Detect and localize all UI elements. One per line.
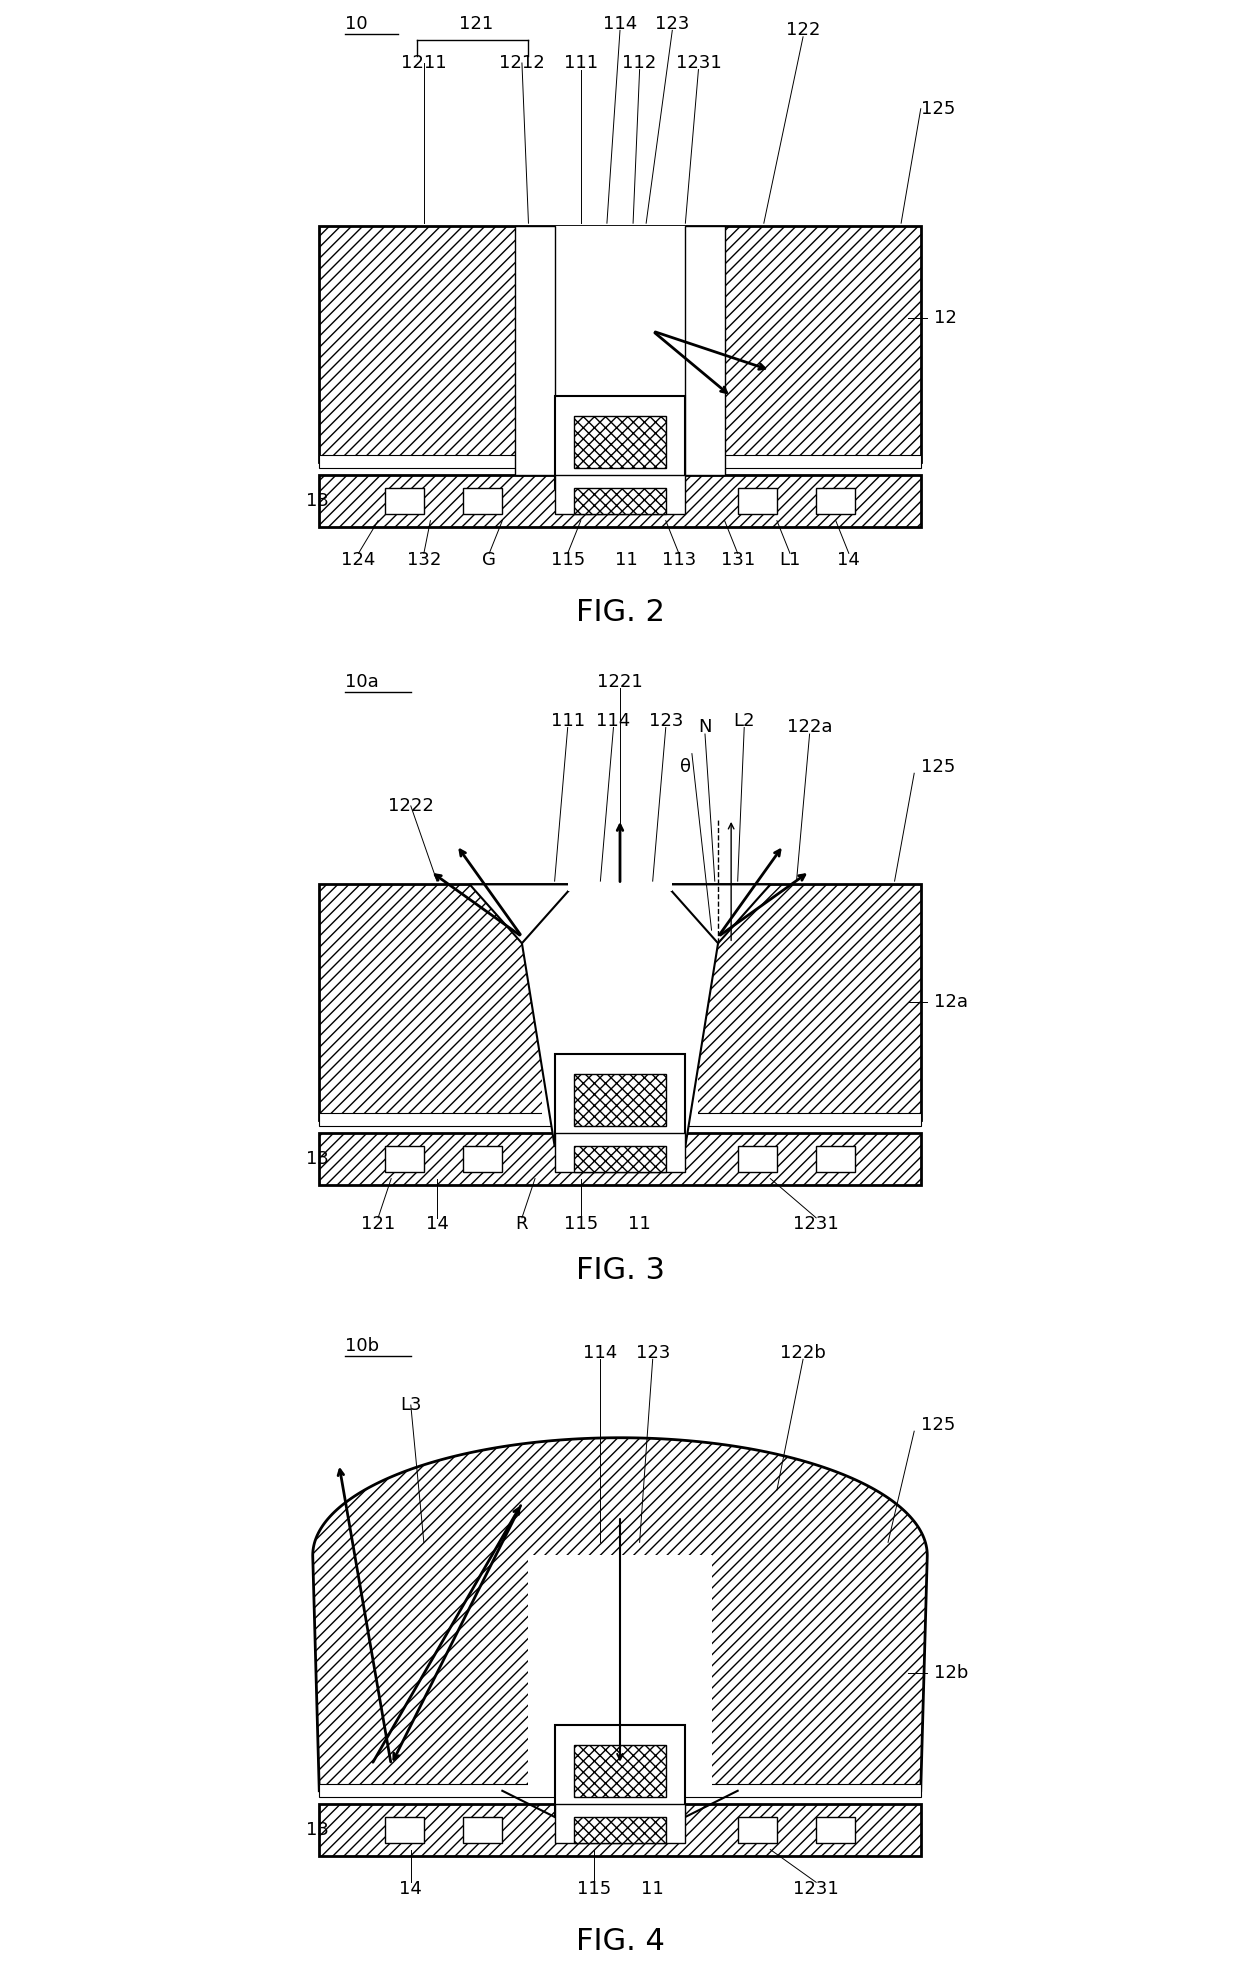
- Text: 111: 111: [551, 712, 585, 730]
- Text: G: G: [482, 552, 496, 570]
- Text: 12a: 12a: [934, 993, 967, 1011]
- Bar: [574, 415, 666, 469]
- Text: R: R: [516, 1214, 528, 1234]
- Text: FIG. 4: FIG. 4: [575, 1927, 665, 1956]
- Text: 112: 112: [622, 53, 657, 71]
- Polygon shape: [666, 884, 718, 1145]
- Text: 111: 111: [564, 53, 598, 71]
- Text: 114: 114: [583, 1343, 618, 1361]
- Polygon shape: [312, 1438, 928, 1790]
- Text: FIG. 2: FIG. 2: [575, 597, 665, 627]
- Text: 125: 125: [921, 1416, 955, 1434]
- Bar: [319, 884, 921, 1120]
- Bar: [554, 1133, 686, 1173]
- Bar: [319, 455, 921, 469]
- Bar: [463, 1818, 502, 1843]
- Text: 125: 125: [921, 99, 955, 119]
- Text: 13: 13: [306, 1822, 329, 1840]
- Bar: [319, 1804, 921, 1855]
- Polygon shape: [686, 225, 724, 475]
- Polygon shape: [666, 884, 770, 944]
- Text: 115: 115: [564, 1214, 598, 1234]
- Text: 115: 115: [577, 1879, 611, 1897]
- Text: 121: 121: [361, 1214, 396, 1234]
- Text: 13: 13: [306, 493, 329, 510]
- Text: L3: L3: [401, 1396, 422, 1414]
- Bar: [384, 489, 424, 514]
- Text: 1221: 1221: [598, 673, 642, 690]
- Bar: [738, 1145, 777, 1173]
- Bar: [528, 1555, 712, 1790]
- Text: 122b: 122b: [780, 1343, 826, 1361]
- Text: θ: θ: [680, 758, 691, 775]
- Text: 11: 11: [629, 1214, 651, 1234]
- Bar: [554, 1804, 686, 1843]
- Bar: [542, 225, 698, 461]
- Text: L1: L1: [779, 552, 801, 570]
- Text: 123: 123: [636, 1343, 670, 1361]
- Bar: [463, 1145, 502, 1173]
- Bar: [574, 1818, 666, 1843]
- Bar: [384, 1145, 424, 1173]
- Text: 123: 123: [655, 14, 689, 34]
- Text: 113: 113: [662, 552, 696, 570]
- Text: 114: 114: [596, 712, 631, 730]
- Polygon shape: [522, 884, 574, 1145]
- Text: 10a: 10a: [346, 673, 379, 690]
- Bar: [319, 1114, 921, 1125]
- Text: 131: 131: [720, 552, 755, 570]
- Bar: [319, 1133, 921, 1185]
- Text: 11: 11: [641, 1879, 665, 1897]
- Bar: [574, 1074, 666, 1125]
- Text: 115: 115: [551, 552, 585, 570]
- Polygon shape: [470, 884, 574, 944]
- Text: 1231: 1231: [794, 1214, 839, 1234]
- Bar: [542, 884, 698, 1120]
- Text: 12b: 12b: [934, 1663, 968, 1681]
- Text: 10: 10: [346, 14, 368, 34]
- Text: 1222: 1222: [388, 797, 434, 815]
- Bar: [574, 1745, 666, 1798]
- Polygon shape: [516, 225, 554, 475]
- Text: FIG. 3: FIG. 3: [575, 1256, 665, 1284]
- Bar: [738, 1818, 777, 1843]
- Bar: [574, 1145, 666, 1173]
- Text: 122: 122: [786, 22, 820, 40]
- Text: 122a: 122a: [787, 718, 832, 736]
- Text: 123: 123: [649, 712, 683, 730]
- Bar: [319, 1784, 921, 1798]
- Text: 10b: 10b: [346, 1337, 379, 1355]
- Text: 125: 125: [921, 758, 955, 775]
- Bar: [319, 475, 921, 528]
- Text: 12: 12: [934, 309, 957, 326]
- Bar: [319, 225, 921, 461]
- Bar: [816, 1818, 856, 1843]
- Bar: [554, 1725, 686, 1818]
- Bar: [568, 878, 672, 890]
- Text: 1211: 1211: [401, 53, 446, 71]
- Text: 132: 132: [407, 552, 441, 570]
- Bar: [384, 1818, 424, 1843]
- Text: 13: 13: [306, 1149, 329, 1167]
- Text: 124: 124: [341, 552, 376, 570]
- Bar: [574, 489, 666, 514]
- Bar: [554, 396, 686, 489]
- Text: 11: 11: [615, 552, 637, 570]
- Bar: [463, 489, 502, 514]
- Bar: [554, 475, 686, 514]
- Text: 114: 114: [603, 14, 637, 34]
- Bar: [738, 489, 777, 514]
- Text: L2: L2: [734, 712, 755, 730]
- Text: N: N: [698, 718, 712, 736]
- Text: 1212: 1212: [498, 53, 544, 71]
- Text: 1231: 1231: [794, 1879, 839, 1897]
- Text: 14: 14: [399, 1879, 423, 1897]
- Text: 14: 14: [425, 1214, 449, 1234]
- Bar: [816, 489, 856, 514]
- Text: 14: 14: [837, 552, 861, 570]
- Bar: [816, 1145, 856, 1173]
- Text: 121: 121: [459, 14, 494, 34]
- Bar: [554, 1054, 686, 1145]
- Text: 1231: 1231: [676, 53, 722, 71]
